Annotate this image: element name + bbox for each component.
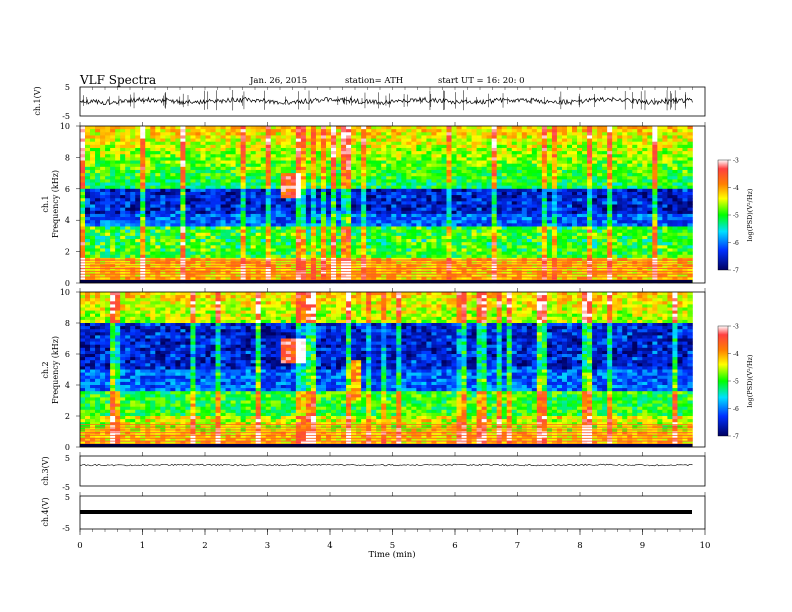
colorbar-tick-label: -7 [733,434,739,441]
time-tick-label: 7 [515,541,520,551]
ch2-spec-ylabel: Frequency (kHz) [51,336,60,404]
frequency-tick-label: 2 [65,412,70,421]
colorbar-tick-label: -4 [733,351,739,358]
time-tick-label: 3 [265,541,270,551]
colorbar-ch2 [717,325,729,437]
colorbar-ch2-label: log(PSD)(V²/Hz) [746,354,754,407]
date-label: Jan. 26, 2015 [249,76,307,86]
ch4-waveform [80,510,692,514]
frequency-tick-label: 8 [65,319,70,328]
ch3-wave-ylabel: ch.3(V) [41,456,50,485]
ch1-spec-ylabel: Frequency (kHz) [51,170,60,238]
time-tick-label: 5 [390,541,395,551]
ch3-wave-frame [79,455,706,487]
time-tick-label: 10 [700,541,711,551]
ch3-wave-tick-bottom: -5 [62,483,70,492]
frequency-tick-label: 6 [65,350,70,359]
ch1-frequency-ticks: 10 8 6 4 2 0 [60,122,80,288]
frequency-tick-label: 0 [65,279,70,288]
time-tick-label: 4 [327,541,332,551]
frequency-tick-label: 4 [65,216,70,225]
ch1-wave-frame [79,86,706,117]
frequency-tick-label: 2 [65,248,70,257]
colorbar-tick-label: -6 [733,240,739,247]
time-tick-label: 1 [140,541,145,551]
ch1-wave-ylabel: ch.1(V) [33,86,42,115]
colorbar-tick-label: -4 [733,185,739,192]
frequency-tick-label: 0 [65,443,70,452]
colorbar-ch2-ticks: -3 -4 -5 -6 -7 [728,324,739,441]
time-tick-label: 0 [77,541,82,551]
time-axis-ticks: 0 1 2 3 4 5 6 7 8 9 10 [77,87,710,551]
ch3-wave-tick-top: 5 [65,454,70,463]
frequency-tick-label: 4 [65,381,70,390]
ch4-wave-tick-bottom: -5 [62,524,70,533]
ch2-spec-channel-label: ch.2 [41,361,50,378]
frequency-tick-label: 8 [65,153,70,162]
ch3-waveform [79,463,693,467]
colorbar-tick-label: -3 [733,324,739,331]
ch1-waveform [79,96,693,106]
time-tick-label: 2 [202,541,207,551]
frequency-tick-label: 10 [60,122,70,131]
ch4-wave-ylabel: ch.4(V) [41,497,50,526]
colorbar-ch1 [717,159,729,271]
ch1-spectrogram-image [80,126,693,284]
start-time-label: start UT = 16: 20: 0 [438,76,525,86]
time-axis-label: Time (min) [368,549,415,560]
frequency-tick-label: 6 [65,185,70,194]
colorbar-tick-label: -3 [733,158,739,165]
figure-title: VLF Spectra [79,73,156,87]
colorbar-tick-label: -5 [733,379,739,386]
time-tick-label: 8 [577,541,582,551]
colorbar-ch1-ticks: -3 -4 -5 -6 -7 [728,158,739,275]
ch1-waveform-spikes [83,89,686,111]
ch1-spec-channel-label: ch.1 [41,195,50,212]
time-tick-label: 6 [452,541,457,551]
station-label: station= ATH [345,76,403,86]
ch2-spectrogram-image [80,292,693,448]
ch4-wave-tick-top: 5 [65,493,70,502]
colorbar-tick-label: -6 [733,406,739,413]
ch2-frequency-ticks: 10 8 6 4 2 0 [60,288,80,452]
colorbar-tick-label: -7 [733,268,739,275]
ch1-wave-tick-bottom: -5 [62,112,70,121]
colorbar-tick-label: -5 [733,213,739,220]
frequency-tick-label: 10 [60,288,70,297]
ch1-wave-tick-top: 5 [65,83,70,92]
colorbar-ch1-label: log(PSD)(V²/Hz) [746,188,754,241]
time-tick-label: 9 [640,541,645,551]
